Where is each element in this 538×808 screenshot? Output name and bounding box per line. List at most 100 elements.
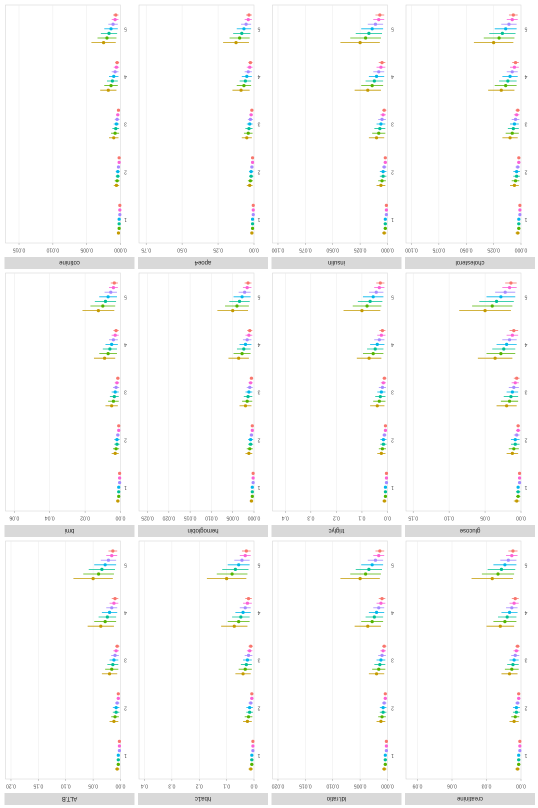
- point: [513, 597, 517, 601]
- point: [240, 295, 244, 299]
- point: [374, 290, 378, 294]
- point: [250, 753, 254, 757]
- value-tick-label: 0.010: [46, 247, 59, 253]
- point: [499, 567, 504, 571]
- point: [516, 424, 520, 428]
- point: [249, 701, 253, 705]
- point: [243, 667, 247, 671]
- point: [380, 715, 384, 719]
- point: [117, 494, 121, 498]
- category-label: 4: [524, 73, 527, 79]
- point: [513, 179, 518, 183]
- point: [378, 13, 382, 17]
- value-tick-label: 0.000: [381, 783, 394, 789]
- point: [374, 672, 379, 676]
- category-label: 1: [524, 484, 527, 490]
- point: [366, 624, 370, 628]
- value-tick-label: 0.2: [333, 515, 340, 521]
- category-label: 4: [124, 341, 127, 347]
- point: [500, 31, 504, 35]
- point: [118, 203, 122, 207]
- point: [367, 567, 371, 571]
- point: [510, 333, 514, 337]
- point: [373, 22, 378, 26]
- point: [507, 610, 512, 614]
- point: [518, 208, 522, 212]
- point: [251, 739, 255, 743]
- panel: [138, 272, 255, 512]
- point: [248, 447, 252, 451]
- point: [107, 610, 112, 614]
- point: [377, 606, 381, 610]
- value-tick-label: 0.100: [405, 247, 418, 253]
- point: [378, 395, 382, 399]
- category-label: 1: [124, 752, 127, 758]
- point: [379, 451, 383, 455]
- point: [115, 438, 119, 442]
- point: [368, 299, 372, 303]
- value-tick-label: 0.75: [141, 247, 151, 253]
- point: [243, 554, 247, 558]
- point: [365, 304, 369, 308]
- category-label: 2: [391, 704, 394, 710]
- category-label: 1: [257, 752, 260, 758]
- point: [380, 653, 384, 657]
- value-tick-label: 0.4: [282, 515, 289, 521]
- point: [518, 749, 522, 753]
- point: [517, 481, 522, 485]
- point: [116, 165, 121, 169]
- point: [113, 333, 117, 337]
- point: [371, 352, 375, 356]
- point: [383, 226, 387, 230]
- point: [245, 136, 249, 140]
- point: [240, 31, 244, 35]
- point: [118, 208, 122, 212]
- point: [516, 494, 520, 498]
- point: [117, 226, 121, 230]
- category-label: 2: [524, 436, 527, 442]
- point: [235, 304, 239, 308]
- point: [109, 83, 113, 88]
- point: [384, 208, 389, 212]
- point: [116, 169, 120, 174]
- category-label: 4: [524, 609, 527, 615]
- point: [382, 108, 386, 112]
- point: [513, 653, 517, 657]
- point: [379, 333, 383, 337]
- point: [518, 744, 522, 748]
- category-label: 1: [124, 484, 127, 490]
- point: [374, 136, 379, 140]
- panel-title: hba1c: [195, 795, 211, 801]
- point: [383, 217, 387, 221]
- point: [245, 719, 250, 723]
- point: [384, 471, 389, 475]
- point: [250, 160, 255, 164]
- point: [515, 169, 519, 174]
- panel: [405, 4, 522, 244]
- category-label: 2: [257, 436, 260, 442]
- point: [118, 476, 122, 480]
- value-tick-label: 0.000: [381, 247, 394, 253]
- point: [116, 108, 121, 112]
- point: [512, 122, 517, 126]
- panel: [5, 540, 121, 780]
- value-tick-label: 0.000: [515, 247, 528, 253]
- point: [106, 88, 110, 92]
- point: [105, 36, 109, 40]
- point: [383, 494, 388, 498]
- value-tick-label: 0.02: [80, 515, 90, 521]
- point: [113, 390, 117, 394]
- point: [114, 710, 118, 714]
- point: [112, 719, 116, 723]
- point: [379, 183, 383, 187]
- point: [383, 156, 387, 160]
- category-label: 5: [524, 25, 527, 31]
- point: [117, 424, 121, 428]
- point: [244, 663, 248, 667]
- category-label: 5: [124, 25, 127, 31]
- point: [377, 554, 381, 558]
- point: [381, 710, 385, 714]
- point: [245, 601, 250, 605]
- point: [383, 762, 387, 766]
- point: [250, 428, 254, 432]
